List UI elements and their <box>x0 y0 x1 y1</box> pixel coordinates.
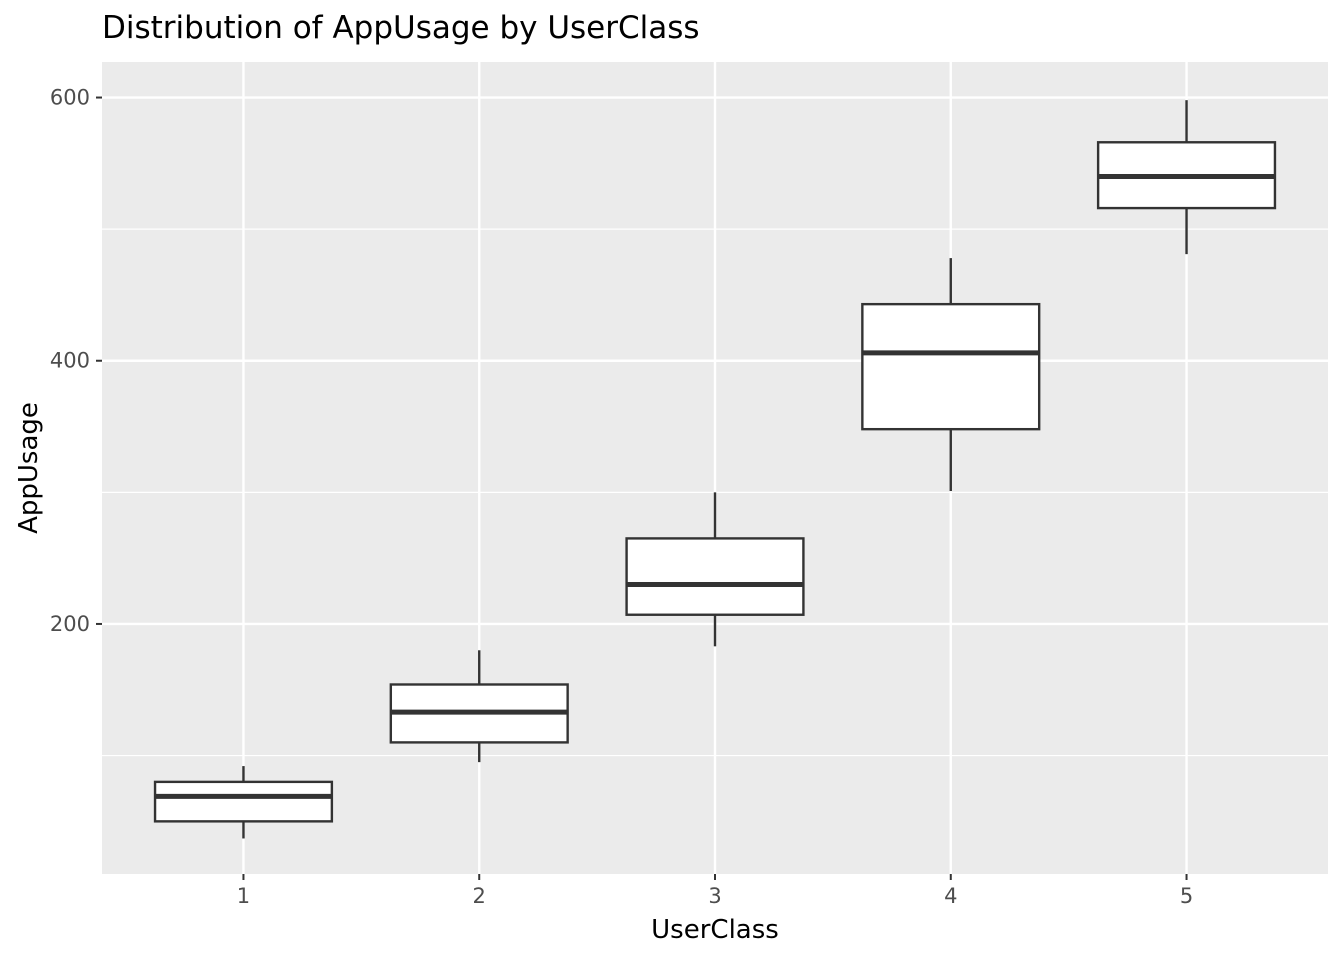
y-axis-title: AppUsage <box>14 402 44 534</box>
box-group-2 <box>389 650 569 763</box>
axis-ticks: 200 400 600 1 2 3 4 5 <box>50 86 1193 908</box>
x-tick-label: 3 <box>708 884 721 908</box>
x-tick-label: 5 <box>1180 884 1193 908</box>
box-series <box>153 100 1277 839</box>
box-iqr <box>861 302 1041 431</box>
x-tick-label: 1 <box>237 884 250 908</box>
box-iqr <box>153 780 334 823</box>
box-group-4 <box>861 258 1041 492</box>
box-iqr <box>625 537 805 616</box>
box-group-5 <box>1096 100 1277 255</box>
y-tick-label: 200 <box>50 612 90 636</box>
y-tick-label: 600 <box>50 86 90 110</box>
chart-title: Distribution of AppUsage by UserClass <box>102 10 700 46</box>
box-group-1 <box>153 766 334 839</box>
y-tick-label: 400 <box>50 349 90 373</box>
x-axis-title: UserClass <box>651 915 779 945</box>
box-group-3 <box>625 492 805 647</box>
x-tick-label: 4 <box>944 884 957 908</box>
x-tick-label: 2 <box>473 884 486 908</box>
